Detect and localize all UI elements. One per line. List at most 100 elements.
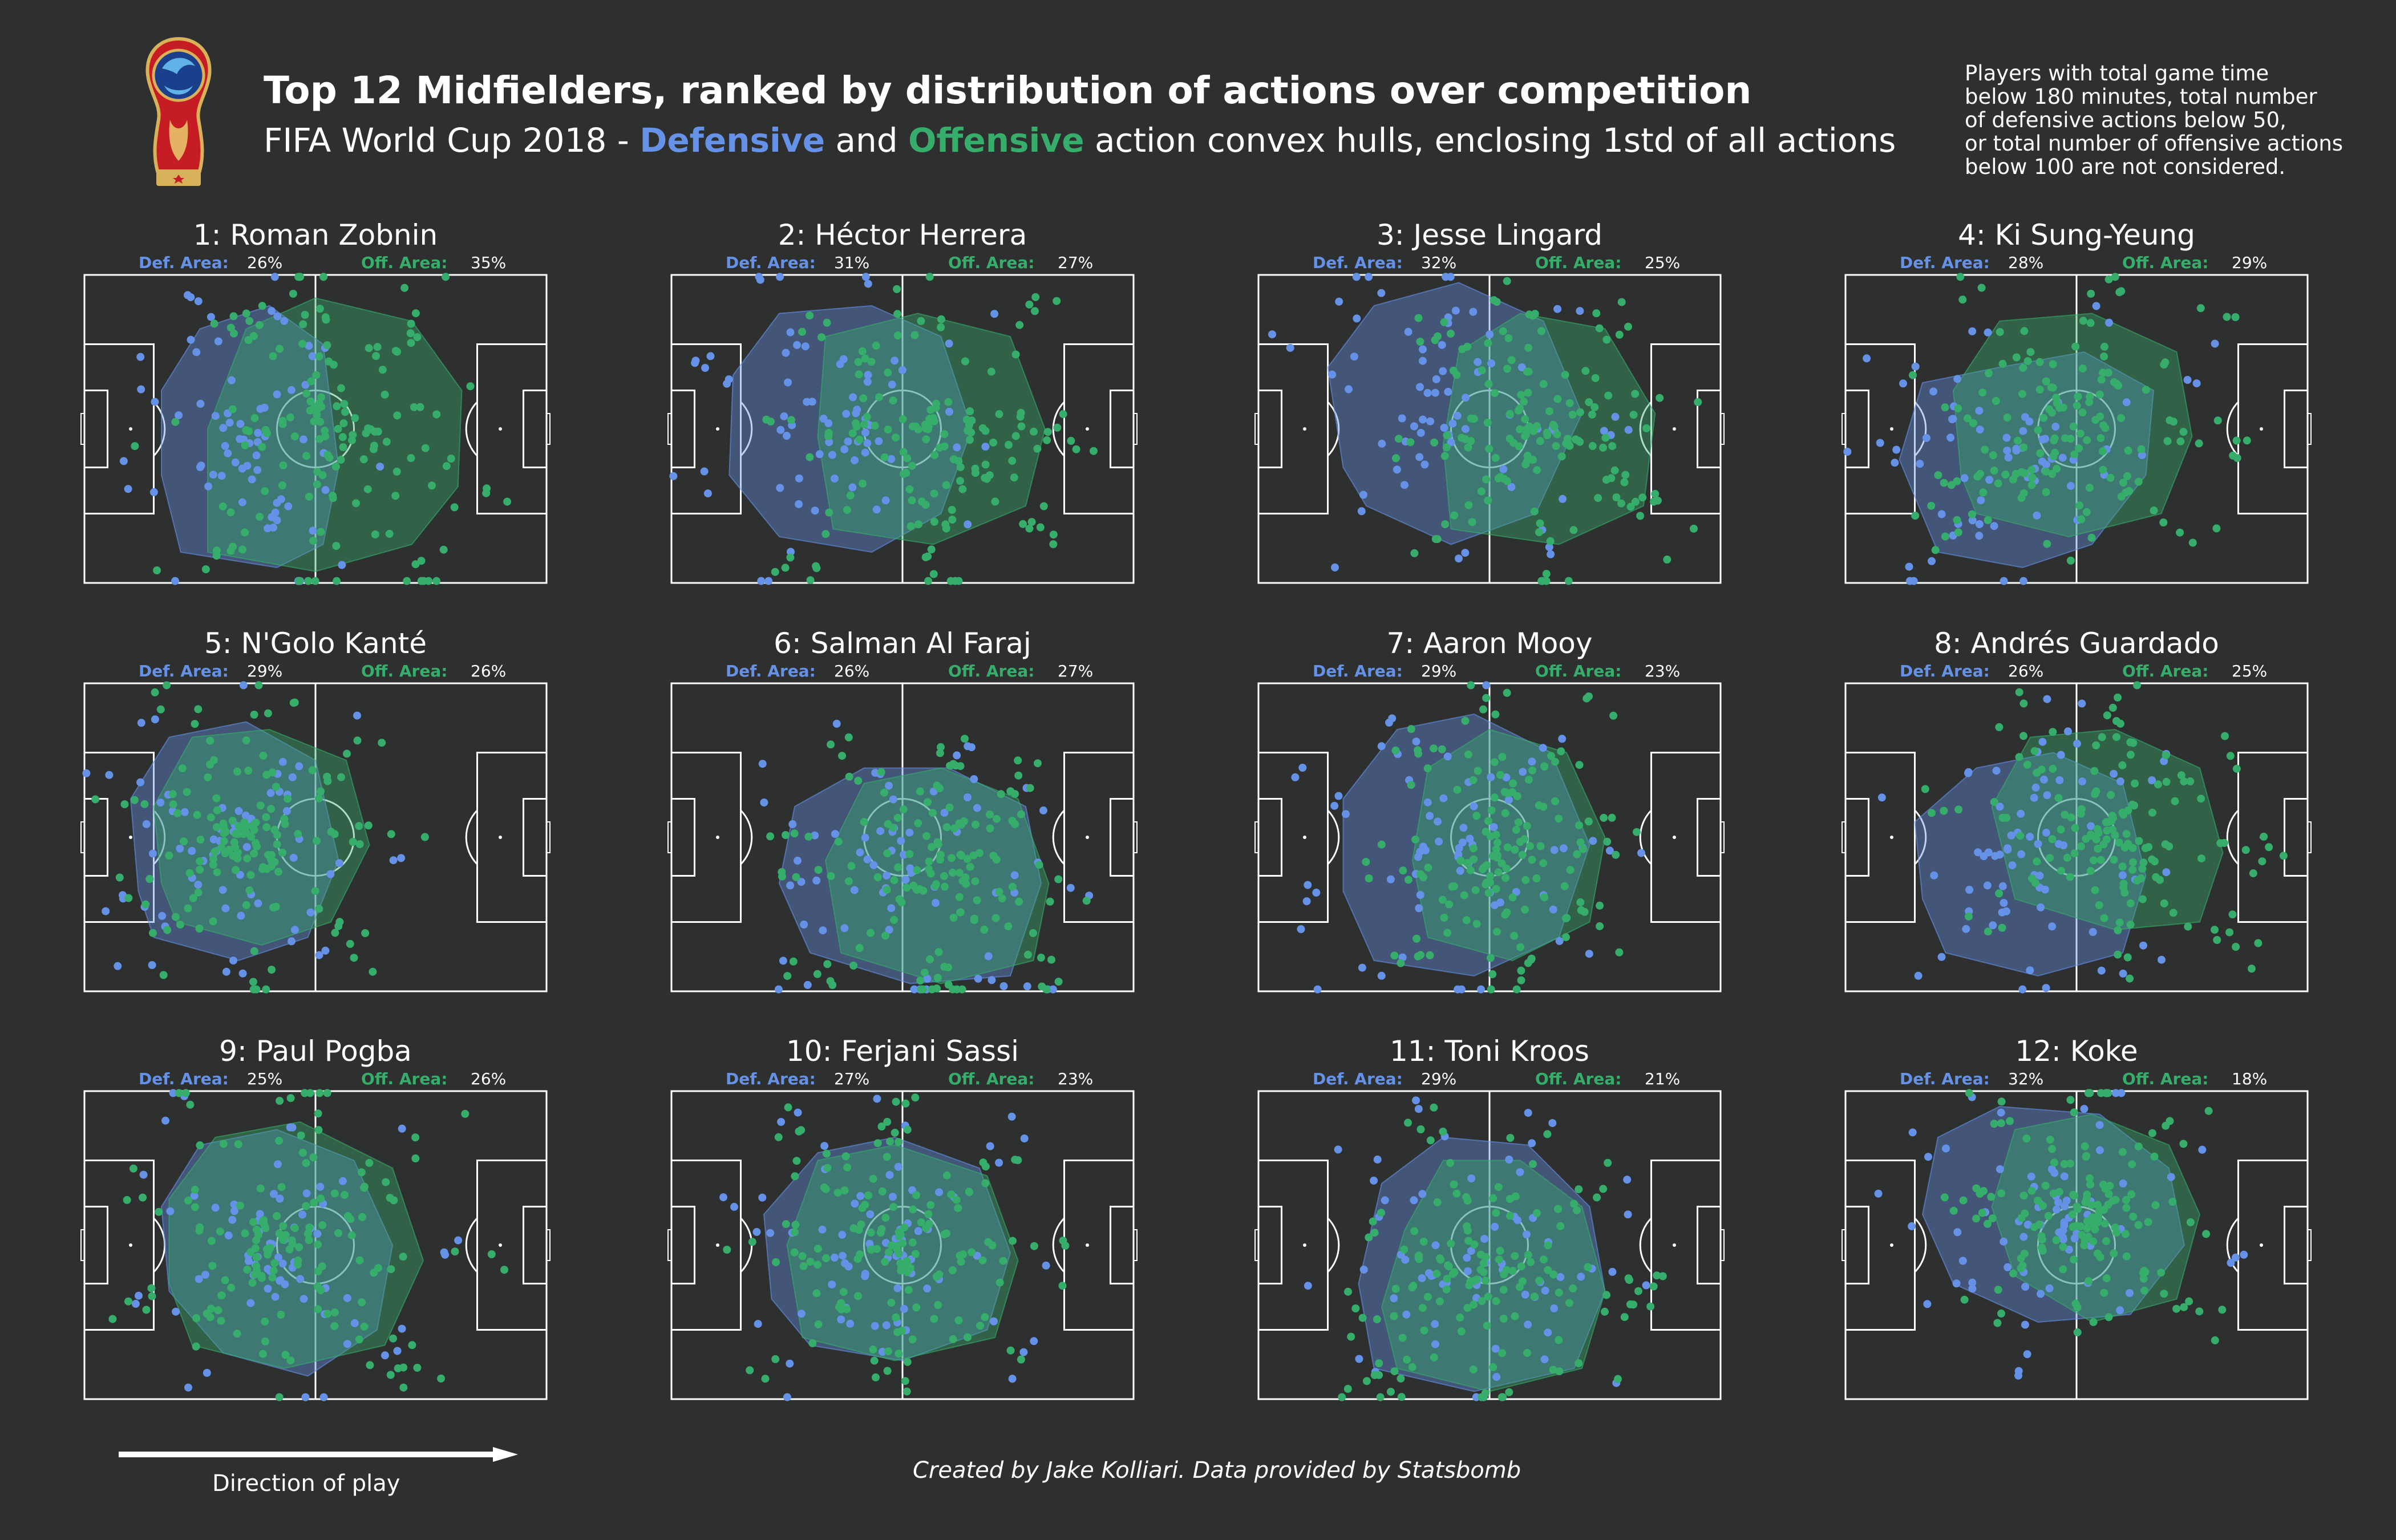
offensive-action-point — [437, 1374, 446, 1383]
defensive-action-point — [1843, 448, 1852, 456]
defensive-action-point — [981, 443, 990, 451]
offensive-action-point — [1470, 1241, 1479, 1249]
offensive-action-point — [965, 1188, 973, 1196]
offensive-action-point — [979, 1158, 987, 1167]
offensive-action-point — [275, 1393, 284, 1401]
defensive-action-point — [703, 489, 712, 498]
offensive-action-point — [148, 1292, 156, 1300]
offensive-action-point — [253, 842, 261, 851]
defensive-action-point — [1550, 846, 1559, 854]
offensive-action-point — [250, 414, 259, 422]
offensive-action-point — [261, 1337, 269, 1346]
offensive-action-point — [783, 972, 792, 980]
offensive-action-point — [1546, 537, 1555, 545]
offensive-action-point — [930, 489, 938, 498]
offensive-action-point — [1456, 857, 1465, 865]
offensive-action-point — [1494, 868, 1503, 877]
defensive-action-point — [1996, 1165, 2004, 1173]
defensive-action-point — [752, 1227, 761, 1236]
defensive-action-point — [338, 1177, 347, 1185]
offensive-action-point — [1604, 391, 1613, 400]
defensive-action-point — [195, 1275, 203, 1283]
offensive-action-point — [840, 1186, 849, 1195]
offensive-action-point — [1403, 1355, 1411, 1364]
offensive-action-point — [1992, 396, 2000, 405]
offensive-action-point — [854, 1292, 862, 1300]
defensive-action-point — [1553, 305, 1562, 313]
defensive-action-point — [171, 577, 179, 585]
defensive-action-point — [2095, 1121, 2104, 1129]
offensive-action-point — [212, 794, 221, 803]
offensive-action-point — [247, 832, 256, 841]
offensive-action-point — [358, 1298, 366, 1307]
offensive-action-point — [854, 776, 863, 785]
offensive-action-point — [1584, 1263, 1592, 1271]
defensive-action-point — [1412, 737, 1420, 746]
defensive-action-point — [1426, 812, 1434, 820]
defensive-action-point — [315, 951, 323, 959]
offensive-action-point — [2049, 452, 2058, 460]
off-area-value: 25% — [2232, 662, 2268, 680]
offensive-action-point — [1956, 273, 1965, 281]
offensive-action-point — [340, 400, 349, 408]
offensive-action-point — [1959, 1196, 1968, 1205]
defensive-action-point — [1513, 1216, 1522, 1225]
offensive-action-point — [1579, 845, 1588, 853]
defensive-action-point — [2192, 379, 2201, 388]
offensive-action-point — [355, 1335, 363, 1344]
offensive-action-point — [1491, 453, 1500, 462]
defensive-action-point — [844, 437, 852, 445]
defensive-action-point — [730, 1202, 738, 1211]
offensive-action-point — [762, 415, 771, 424]
defensive-action-point — [1334, 792, 1343, 800]
offensive-action-point — [1492, 1209, 1500, 1217]
offensive-action-point — [2260, 832, 2268, 841]
offensive-action-point — [2172, 1304, 2181, 1313]
offensive-action-point — [889, 396, 897, 405]
offensive-action-point — [421, 444, 430, 452]
defensive-action-point — [1330, 801, 1339, 810]
offensive-action-point — [1478, 1297, 1486, 1305]
offensive-action-point — [256, 1184, 265, 1193]
offensive-action-point — [813, 970, 821, 978]
offensive-action-point — [2213, 936, 2221, 944]
off-area-value: 23% — [1645, 662, 1681, 680]
offensive-action-point — [1026, 784, 1034, 792]
defensive-action-point — [953, 443, 961, 452]
offensive-action-point — [949, 455, 958, 464]
player-panel: 12: Koke Def. Area: 32% Off. Area: 18% — [1841, 1034, 2312, 1411]
offensive-action-point — [1469, 1365, 1478, 1374]
offensive-action-point — [2221, 732, 2229, 740]
offensive-action-point — [1527, 955, 1535, 964]
offensive-action-point — [1621, 471, 1630, 479]
offensive-action-point — [2100, 1219, 2109, 1228]
defensive-action-point — [889, 795, 897, 804]
defensive-action-point — [1504, 796, 1513, 804]
offensive-action-point — [761, 1375, 770, 1383]
defensive-action-point — [1039, 806, 1047, 814]
offensive-action-point — [1061, 1242, 1070, 1250]
offensive-action-point — [890, 876, 898, 885]
defensive-action-point — [970, 775, 978, 783]
defensive-action-point — [758, 760, 767, 768]
defensive-action-point — [335, 859, 343, 868]
def-area-label: Def. Area: — [1313, 1069, 1403, 1088]
offensive-action-point — [798, 1252, 807, 1261]
offensive-action-point — [2027, 465, 2036, 474]
offensive-action-point — [1521, 905, 1529, 914]
offensive-action-point — [2003, 414, 2011, 422]
offensive-action-point — [774, 1133, 783, 1141]
defensive-action-point — [1524, 1109, 1532, 1117]
offensive-action-point — [1503, 277, 1511, 285]
player-panel: 9: Paul Pogba Def. Area: 25% Off. Area: 26% — [80, 1034, 551, 1411]
offensive-action-point — [1419, 1237, 1428, 1246]
offensive-action-point — [1520, 835, 1529, 844]
defensive-action-point — [306, 908, 315, 917]
offensive-action-point — [901, 1377, 909, 1385]
offensive-action-point — [1015, 897, 1023, 906]
offensive-action-point — [1023, 950, 1032, 959]
defensive-action-point — [2007, 831, 2015, 840]
offensive-action-point — [1440, 914, 1448, 922]
penalty-spot — [129, 836, 132, 839]
offensive-action-point — [1411, 835, 1420, 844]
